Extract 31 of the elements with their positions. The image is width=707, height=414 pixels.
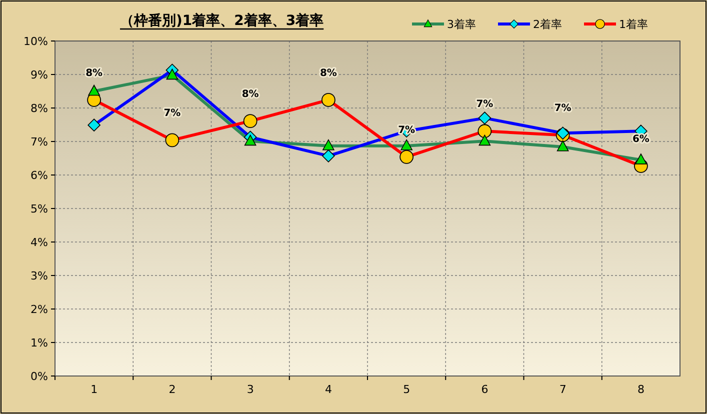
y-tick-label: 1% bbox=[30, 336, 48, 350]
data-label: 7% bbox=[164, 108, 181, 120]
legend-label: 3着率 bbox=[447, 18, 476, 31]
x-tick-label: 7 bbox=[559, 383, 566, 396]
data-label: 8% bbox=[320, 68, 337, 79]
x-tick-label: 6 bbox=[481, 383, 488, 396]
x-tick-label: 2 bbox=[168, 383, 176, 396]
x-tick-label: 3 bbox=[246, 383, 254, 396]
y-tick-label: 3% bbox=[30, 270, 48, 282]
y-tick-label: 8% bbox=[30, 102, 48, 115]
legend-label: 2着率 bbox=[533, 18, 562, 31]
x-tick-label: 5 bbox=[403, 383, 410, 396]
data-label: 6% bbox=[632, 134, 650, 145]
y-tick-label: 4% bbox=[30, 236, 48, 249]
data-label: 8% bbox=[242, 89, 259, 100]
data-label: 8% bbox=[86, 68, 103, 79]
y-tick-label: 7% bbox=[30, 136, 48, 148]
chart-title: （枠番別)1着率、2着率、3着率 bbox=[120, 12, 324, 29]
y-tick-label: 9% bbox=[30, 68, 48, 82]
y-tick-label: 10% bbox=[24, 35, 48, 48]
data-label: 7% bbox=[554, 103, 572, 114]
y-tick-label: 5% bbox=[30, 202, 48, 216]
x-tick-label: 4 bbox=[324, 383, 332, 396]
legend-label: 1着率 bbox=[619, 18, 648, 31]
x-tick-label: 1 bbox=[90, 383, 98, 396]
y-tick-label: 0% bbox=[30, 370, 48, 383]
data-label: 7% bbox=[398, 124, 416, 136]
y-tick-label: 2% bbox=[30, 303, 48, 316]
x-tick-label: 8 bbox=[637, 383, 644, 396]
y-tick-label: 6% bbox=[30, 169, 48, 182]
data-label: 7% bbox=[476, 99, 494, 110]
